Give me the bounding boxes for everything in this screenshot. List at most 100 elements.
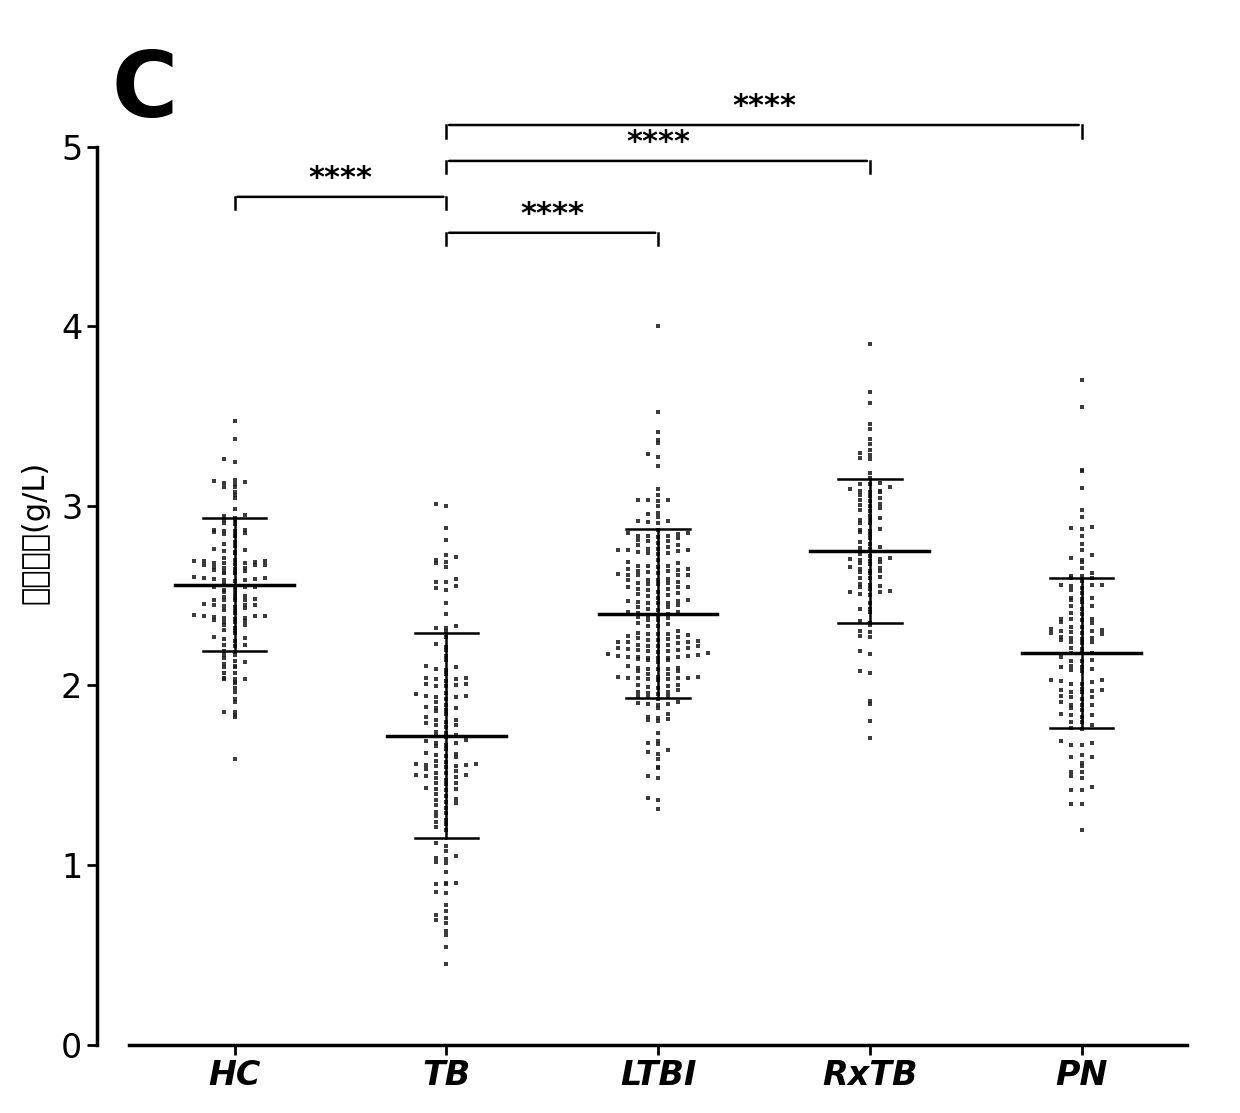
Point: [668, 628, 688, 646]
Point: [436, 696, 456, 713]
Point: [436, 787, 456, 805]
Point: [436, 837, 456, 855]
Point: [427, 717, 446, 735]
Point: [436, 922, 456, 939]
Point: [456, 669, 476, 687]
Point: [446, 716, 466, 733]
Point: [627, 535, 647, 553]
Point: [436, 628, 456, 646]
Point: [859, 493, 879, 511]
Point: [859, 420, 879, 437]
Point: [870, 568, 890, 585]
Point: [649, 800, 668, 818]
Point: [417, 745, 436, 762]
Point: [668, 648, 688, 666]
Point: [1081, 589, 1101, 607]
Point: [427, 835, 446, 853]
Point: [244, 556, 264, 574]
Point: [1061, 598, 1081, 615]
Point: [436, 915, 456, 933]
Point: [446, 689, 466, 707]
Point: [668, 542, 688, 560]
Point: [427, 802, 446, 820]
Point: [649, 529, 668, 546]
Point: [649, 594, 668, 612]
Point: [639, 571, 658, 589]
Point: [668, 592, 688, 610]
Point: [224, 604, 244, 622]
Point: [649, 791, 668, 809]
Point: [649, 571, 668, 589]
Point: [446, 577, 466, 594]
Point: [627, 670, 647, 688]
Point: [658, 570, 678, 588]
Point: [649, 712, 668, 730]
Point: [417, 708, 436, 726]
Point: [618, 524, 637, 542]
Point: [649, 498, 668, 515]
Point: [456, 767, 476, 785]
Point: [1071, 553, 1091, 571]
Point: [678, 591, 698, 609]
Point: [668, 622, 688, 640]
Point: [1052, 613, 1071, 631]
Point: [1061, 780, 1081, 798]
Point: [234, 653, 254, 671]
Point: [1071, 371, 1091, 388]
Point: [870, 521, 890, 539]
Point: [224, 483, 244, 501]
Point: [427, 670, 446, 688]
Point: [446, 617, 466, 634]
Point: [244, 578, 264, 595]
Point: [224, 560, 244, 578]
Point: [427, 906, 446, 924]
Point: [1071, 781, 1091, 799]
Point: [1061, 683, 1081, 701]
Point: [649, 457, 668, 475]
Point: [436, 754, 456, 771]
Point: [224, 489, 244, 506]
Point: [205, 628, 224, 646]
Point: [1061, 652, 1081, 670]
Point: [649, 769, 668, 787]
Point: [205, 559, 224, 577]
Point: [215, 508, 234, 525]
Point: [649, 575, 668, 593]
Point: [658, 604, 678, 622]
Point: [436, 622, 456, 640]
Point: [649, 745, 668, 762]
Point: [668, 567, 688, 584]
Point: [234, 571, 254, 589]
Point: [1081, 643, 1101, 661]
Point: [849, 560, 869, 578]
Point: [1071, 572, 1091, 590]
Point: [234, 521, 254, 539]
Point: [446, 780, 466, 798]
Point: [215, 559, 234, 577]
Point: [859, 623, 879, 641]
Point: [639, 491, 658, 509]
Point: [215, 670, 234, 688]
Point: [1061, 578, 1081, 595]
Point: [658, 688, 678, 706]
Point: [1061, 661, 1081, 679]
Point: [436, 651, 456, 669]
Point: [427, 660, 446, 678]
Point: [427, 553, 446, 571]
Point: [649, 317, 668, 335]
Point: [859, 498, 879, 515]
Point: [1071, 701, 1091, 719]
Point: [870, 509, 890, 526]
Point: [446, 727, 466, 745]
Point: [195, 556, 215, 574]
Point: [436, 821, 456, 839]
Point: [839, 550, 859, 568]
Point: [688, 638, 708, 656]
Point: [1061, 581, 1081, 599]
Point: [205, 570, 224, 588]
Point: [1061, 623, 1081, 641]
Point: [658, 649, 678, 667]
Point: [618, 648, 637, 666]
Point: [639, 670, 658, 688]
Point: [215, 601, 234, 619]
